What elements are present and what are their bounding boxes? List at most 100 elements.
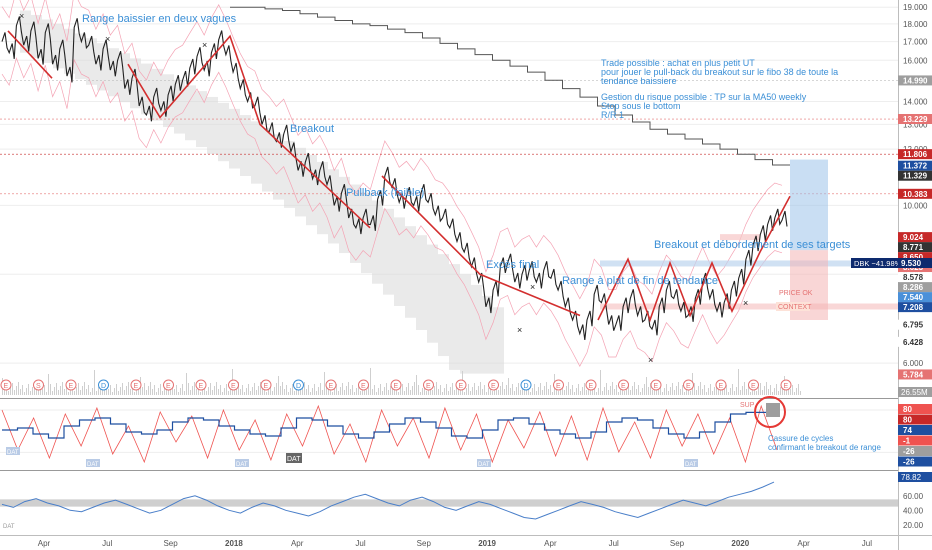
cloud-block xyxy=(218,102,229,162)
event-marker[interactable] xyxy=(0,379,12,391)
event-marker[interactable] xyxy=(715,379,727,391)
volume-bar xyxy=(358,384,359,395)
cloud-block xyxy=(405,226,416,318)
volume-bar xyxy=(154,385,155,395)
volume-bar xyxy=(270,384,271,395)
volume-bar xyxy=(142,387,143,395)
volume-bar xyxy=(714,387,715,395)
trend-lines xyxy=(7,30,791,323)
event-marker[interactable] xyxy=(553,379,564,391)
volume-bar xyxy=(694,383,695,395)
volume-bar xyxy=(16,386,17,395)
event-marker[interactable] xyxy=(618,379,629,391)
volume-bar xyxy=(88,385,89,395)
event-marker-label: E xyxy=(361,383,366,390)
volume-bar xyxy=(534,384,535,395)
volume-bar xyxy=(68,392,69,395)
event-marker[interactable] xyxy=(683,379,694,391)
volume-bar xyxy=(514,391,515,395)
event-marker[interactable] xyxy=(293,379,304,391)
zone-band xyxy=(600,303,898,310)
volume-bar xyxy=(702,389,703,395)
event-marker[interactable] xyxy=(260,379,272,391)
volume-tag xyxy=(898,387,932,397)
label-osc-dat-6: DAT xyxy=(685,462,697,468)
volume-bar xyxy=(310,392,311,395)
event-marker[interactable] xyxy=(228,379,239,391)
volume-bar xyxy=(252,387,253,395)
oscillator-box-dat-4 xyxy=(286,453,302,463)
price-tag-label: 11.372 xyxy=(903,162,928,171)
cloud-block xyxy=(20,10,31,53)
volume-bar xyxy=(384,387,385,395)
event-marker[interactable] xyxy=(33,379,44,391)
cloud-block xyxy=(361,192,372,274)
price-series-line xyxy=(1,16,788,340)
cloud-block xyxy=(185,85,196,141)
volume-bar xyxy=(368,386,369,395)
cloud-block xyxy=(86,38,97,85)
event-marker[interactable] xyxy=(585,379,597,391)
volume-bar xyxy=(492,391,493,395)
volume-bar xyxy=(148,386,149,395)
event-marker[interactable] xyxy=(423,379,434,391)
event-marker-label: E xyxy=(686,383,691,390)
oscillator-box-sup xyxy=(766,403,780,417)
annotation-risk-1: Gestion du risque possible : TP sur la M… xyxy=(601,92,807,102)
zone-band xyxy=(720,234,760,241)
event-marker[interactable] xyxy=(98,379,109,391)
event-marker[interactable] xyxy=(650,379,662,391)
volume-bar xyxy=(516,387,517,395)
event-marker[interactable] xyxy=(325,379,337,391)
volume-bar xyxy=(180,388,181,395)
event-marker[interactable] xyxy=(748,379,759,391)
volume-bar xyxy=(190,390,191,395)
volume-bar xyxy=(60,386,61,395)
price-tag-label: 11.806 xyxy=(903,150,928,159)
volume-bar xyxy=(664,388,665,395)
volume-bar xyxy=(284,389,285,395)
event-marker[interactable] xyxy=(780,379,792,391)
volume-bar xyxy=(112,392,113,395)
volume-bar xyxy=(518,383,519,395)
volume-bar xyxy=(110,385,111,395)
label-osc-dat-4: DAT xyxy=(287,456,301,463)
event-marker[interactable] xyxy=(195,379,207,391)
oscillator-tag xyxy=(898,425,932,435)
volume-bar xyxy=(546,382,547,395)
price-tag-label: 8.650 xyxy=(903,253,924,262)
event-marker[interactable] xyxy=(130,379,142,391)
event-marker[interactable] xyxy=(390,379,402,391)
volume-bar xyxy=(592,389,593,395)
volume-bar xyxy=(300,390,301,395)
volume-bar xyxy=(510,388,511,395)
event-marker[interactable] xyxy=(163,379,174,391)
volume-bar xyxy=(20,389,21,395)
volume-bar xyxy=(178,392,179,395)
envelope-line xyxy=(1,0,783,300)
volume-bar xyxy=(558,391,559,395)
event-marker[interactable] xyxy=(488,379,499,391)
volume-bar xyxy=(22,385,23,395)
cloud-block xyxy=(482,295,493,374)
volume-bar xyxy=(542,390,543,395)
volume-bar xyxy=(522,386,523,395)
volume-bar xyxy=(194,382,195,395)
event-marker[interactable] xyxy=(455,379,467,391)
volume-bar xyxy=(92,388,93,395)
time-tick-label: Apr xyxy=(544,539,557,548)
volume-bar xyxy=(764,386,765,395)
volume-bar xyxy=(468,384,469,395)
volume-bar xyxy=(130,389,131,395)
volume-bar xyxy=(304,382,305,395)
volume-bar xyxy=(768,389,769,395)
cloud-block xyxy=(273,134,284,200)
event-marker[interactable] xyxy=(520,379,532,391)
event-marker[interactable] xyxy=(358,379,369,391)
price-tag xyxy=(898,170,932,181)
volume-bar xyxy=(208,387,209,395)
event-marker-label: E xyxy=(719,383,724,390)
volume-bar xyxy=(30,391,31,395)
event-marker[interactable] xyxy=(65,379,77,391)
volume-bar xyxy=(652,390,653,395)
